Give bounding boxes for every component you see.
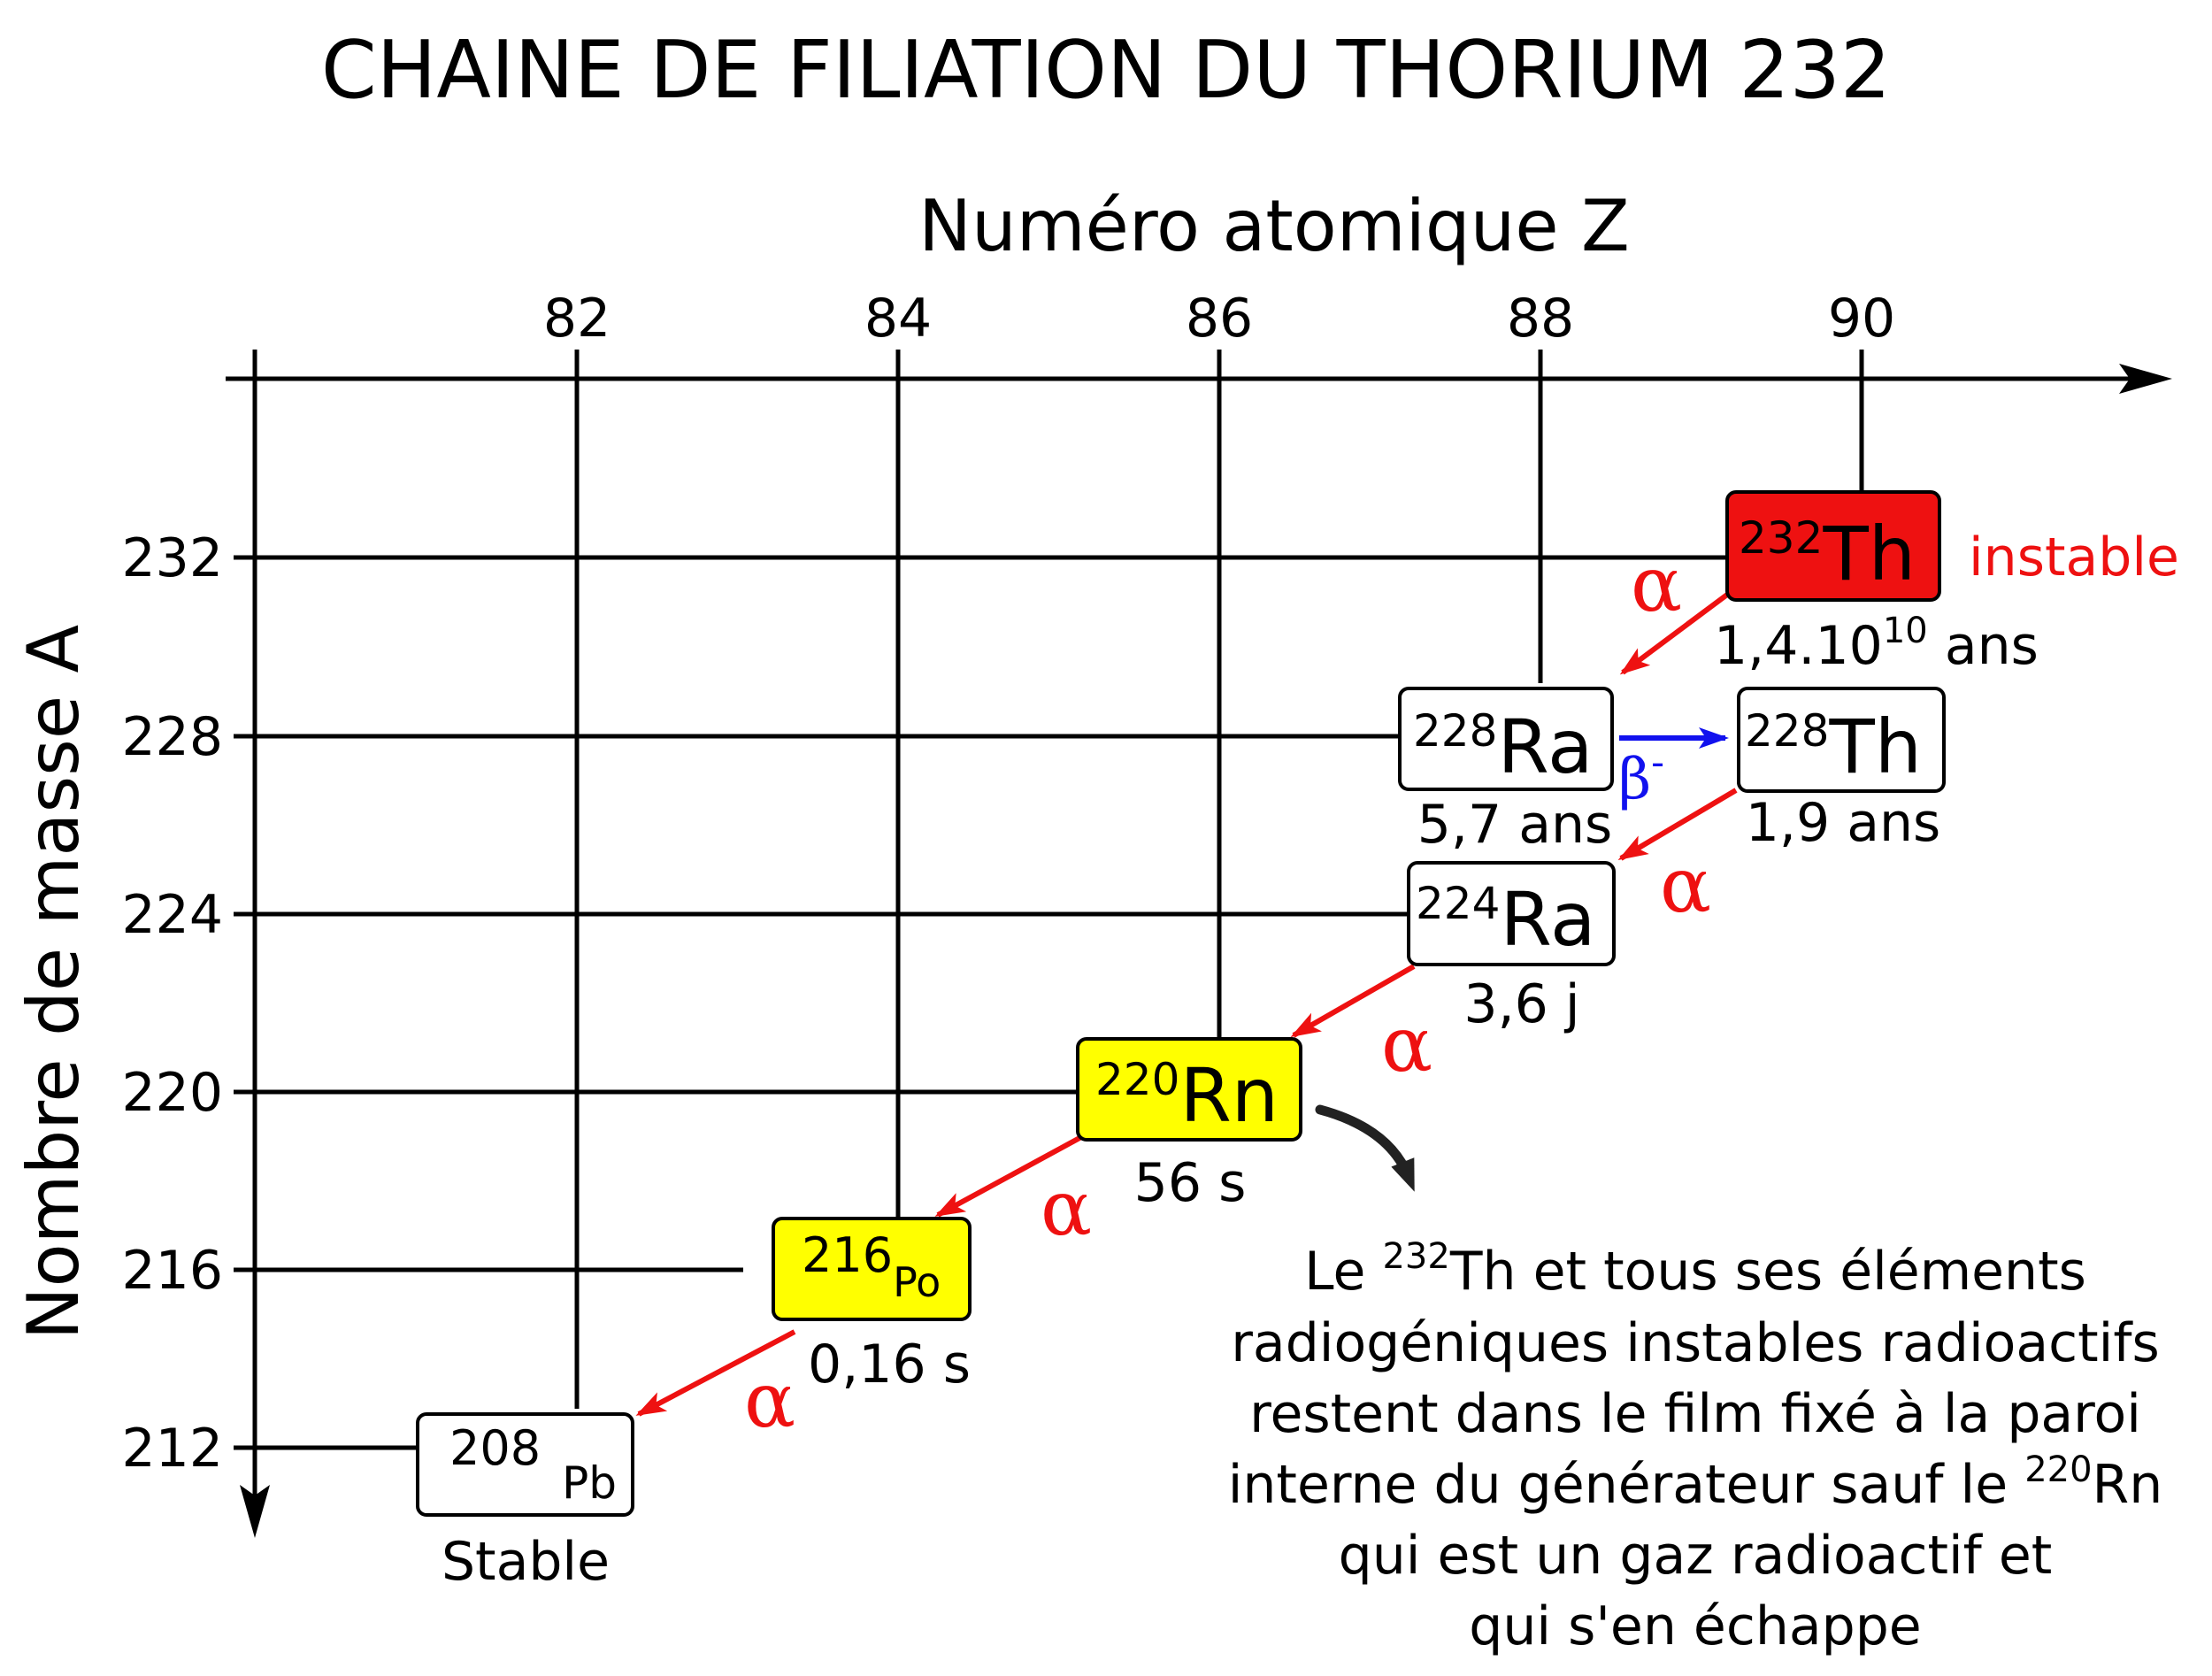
nuclide-label-th228: 228Th bbox=[1745, 703, 1922, 790]
y-tick-228: 228 bbox=[121, 706, 223, 768]
note-line-4: interne du générateur sauf le 220Rn bbox=[1228, 1449, 2163, 1516]
nuclide-box-th228 bbox=[1737, 687, 1946, 793]
diagram-title: CHAINE DE FILIATION DU THORIUM 232 bbox=[321, 24, 1891, 117]
y-tick-212: 212 bbox=[121, 1418, 223, 1480]
nuclide-box-ra228 bbox=[1398, 687, 1614, 791]
nuclide-box-th232 bbox=[1725, 490, 1941, 602]
x-axis-arrowhead bbox=[2119, 364, 2172, 394]
alpha-arrow-po216-pb208 bbox=[635, 1329, 796, 1417]
alpha-label-2: α bbox=[1660, 842, 1711, 930]
nuclide-box-pb208 bbox=[416, 1412, 634, 1517]
beta-label: β- bbox=[1618, 740, 1664, 812]
nuclide-label-po216: 216Po bbox=[802, 1227, 941, 1306]
alpha-arrow-th232-ra228 bbox=[1619, 592, 1729, 675]
half-life-po216: 0,16 s bbox=[808, 1334, 971, 1395]
nuclide-th232: 232Th instable 1,4.1010 ans bbox=[1714, 490, 2179, 677]
note-line-5: qui est un gaz radioactif et bbox=[1339, 1525, 2053, 1587]
note-line-2: radiogéniques instables radioactifs bbox=[1231, 1312, 2159, 1374]
y-tick-220: 220 bbox=[121, 1062, 223, 1124]
x-tick-82: 82 bbox=[543, 288, 611, 350]
nuclide-box-ra224 bbox=[1407, 861, 1616, 966]
nuclide-pb208: 208Pb Stable bbox=[416, 1412, 634, 1593]
x-tick-86: 86 bbox=[1186, 288, 1253, 350]
alpha-label-1: α bbox=[1631, 541, 1682, 629]
alpha-arrow-rn220-po216 bbox=[934, 1134, 1083, 1218]
nuclide-po216: 216Po 0,16 s bbox=[772, 1217, 972, 1395]
y-tick-216: 216 bbox=[121, 1240, 223, 1302]
note-text: Le 232Th et tous ses éléments radiogéniq… bbox=[1228, 1236, 2163, 1657]
decay-arrows bbox=[635, 592, 1738, 1417]
half-life-th228: 1,9 ans bbox=[1746, 792, 1941, 854]
nuclide-box-rn220 bbox=[1076, 1037, 1302, 1142]
note-line-1: Le 232Th et tous ses éléments bbox=[1304, 1236, 2086, 1303]
half-life-rn220: 56 s bbox=[1134, 1152, 1247, 1214]
y-axis-arrowhead bbox=[240, 1485, 270, 1538]
half-life-th232: 1,4.1010 ans bbox=[1714, 611, 2039, 677]
x-axis-label: Numéro atomique Z bbox=[918, 185, 1630, 267]
alpha-arrow-th228-ra224 bbox=[1617, 788, 1738, 861]
y-axis-label: Nombre de masse A bbox=[12, 625, 95, 1341]
z-grid-lines bbox=[574, 350, 1864, 1409]
y-tick-224: 224 bbox=[121, 884, 223, 946]
nuclide-rn220: 220Rn 56 s bbox=[1076, 1037, 1302, 1214]
note-line-3: restent dans le film fixé à la paroi bbox=[1249, 1383, 2141, 1445]
a-grid-lines bbox=[255, 555, 1725, 1450]
x-tick-84: 84 bbox=[864, 288, 932, 350]
note-arrow bbox=[1315, 1104, 1415, 1192]
nuclide-th228: 228Th 1,9 ans bbox=[1737, 687, 1946, 854]
alpha-label-3: α bbox=[1381, 1001, 1432, 1089]
x-tick-88: 88 bbox=[1507, 288, 1574, 350]
nuclide-label-ra228: 228Ra bbox=[1413, 703, 1593, 790]
note-line-6: qui s'en échappe bbox=[1469, 1595, 1921, 1657]
x-tick-90: 90 bbox=[1828, 288, 1895, 350]
y-tick-marks bbox=[234, 555, 255, 1450]
nuclide-label-ra224: 224Ra bbox=[1416, 876, 1595, 963]
alpha-arrow-ra224-rn220 bbox=[1290, 964, 1416, 1038]
nuclide-box-po216 bbox=[772, 1217, 972, 1321]
alpha-label-4: α bbox=[1041, 1165, 1092, 1253]
half-life-ra228: 5,7 ans bbox=[1417, 794, 1613, 856]
y-tick-232: 232 bbox=[121, 527, 223, 589]
half-life-ra224: 3,6 j bbox=[1463, 973, 1579, 1035]
alpha-label-5: α bbox=[744, 1357, 795, 1445]
half-life-pb208: Stable bbox=[442, 1531, 610, 1593]
nuclide-label-pb208: 208Pb bbox=[449, 1420, 617, 1509]
nuclide-label-th232: 232Th bbox=[1739, 511, 1916, 597]
nuclide-ra224: 224Ra 3,6 j bbox=[1407, 861, 1616, 1035]
nuclide-ra228: 228Ra 5,7 ans bbox=[1398, 687, 1614, 856]
nuclide-label-rn220: 220Rn bbox=[1095, 1052, 1279, 1139]
instable-label: instable bbox=[1969, 527, 2179, 588]
